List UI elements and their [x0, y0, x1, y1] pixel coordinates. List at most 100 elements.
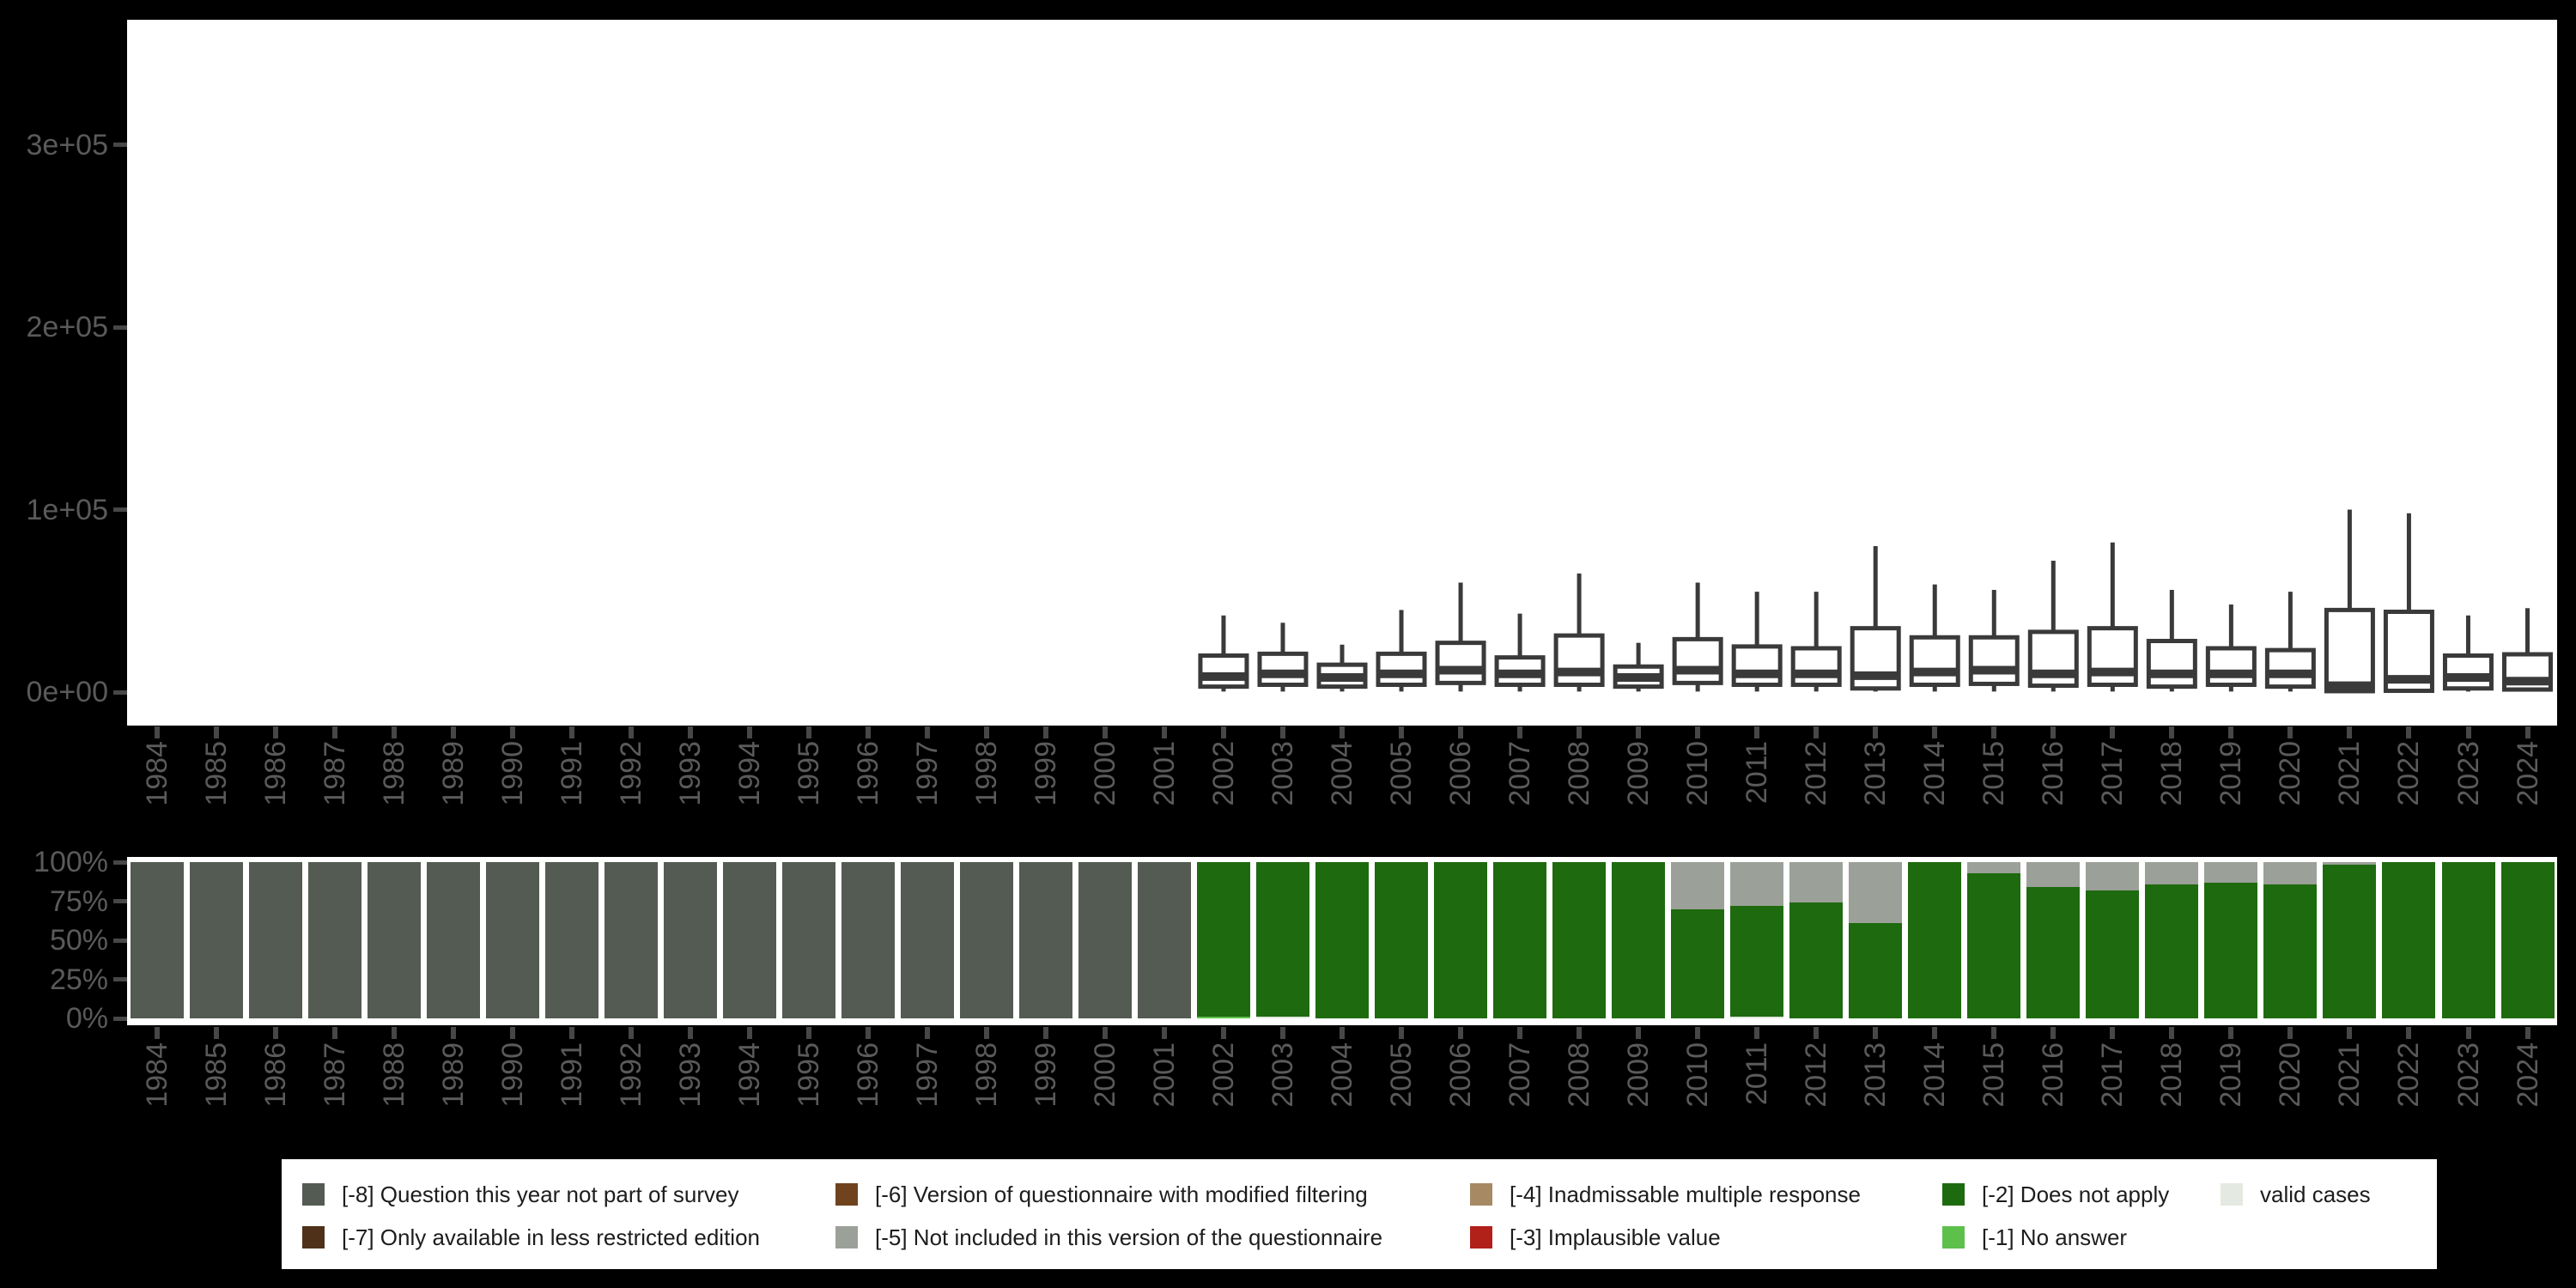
boxplot-2008 [1553, 573, 1605, 692]
x-axis-tick [924, 726, 930, 738]
stacked-bar-2020 [2263, 862, 2318, 1018]
median-line [2267, 669, 2314, 678]
bar-segment--8 [130, 862, 184, 1018]
bar-segment--2 [1730, 906, 1784, 1018]
stacked-bar-2001 [1137, 862, 1191, 1018]
x-axis-tick [1280, 726, 1285, 738]
boxplot-2011 [1731, 592, 1783, 692]
y-axis-tick-label: 2e+05 [26, 311, 109, 343]
x-axis-year-label: 2016 [2037, 741, 2070, 806]
x-axis-tick [2228, 1027, 2234, 1039]
stacked-bar-2010 [1671, 862, 1725, 1018]
box-iqr [1198, 653, 1249, 690]
x-axis-tick [628, 1027, 634, 1039]
x-axis-year-label: 2017 [2096, 1042, 2129, 1108]
x-axis-tick [2347, 726, 2353, 738]
stacked-bar-2000 [1078, 862, 1132, 1018]
bar-segment--2 [2441, 862, 2495, 1018]
x-axis-year-label: 1988 [377, 741, 410, 806]
y-axis-tick [113, 143, 127, 147]
x-axis-year-label: 1990 [495, 741, 529, 806]
x-axis-year-label: 2007 [1504, 1042, 1537, 1108]
x-axis-year-label: 1996 [851, 1042, 884, 1108]
stacked-bar-1988 [367, 862, 421, 1018]
y-axis-tick-label: 100% [33, 846, 108, 878]
x-axis-year-label: 1987 [318, 1042, 351, 1108]
legend-label--4: [-4] Inadmissable multiple response [1510, 1182, 1861, 1207]
x-axis-year-label: 2023 [2451, 1042, 2485, 1108]
bar-segment--8 [248, 862, 302, 1018]
bar-segment--2 [2263, 884, 2318, 1018]
x-axis-year-label: 2011 [1741, 1042, 1774, 1106]
bar-segment--5 [2086, 862, 2140, 890]
x-axis-year-label: 1986 [258, 1042, 292, 1108]
x-axis-year-label: 1984 [140, 741, 173, 806]
stacked-bar-2015 [1967, 862, 2021, 1018]
bar-segment--8 [663, 862, 717, 1018]
boxplot-2007 [1494, 613, 1546, 692]
x-axis-tick [1814, 726, 1820, 738]
legend-label--7: [-7] Only available in less restricted e… [342, 1224, 761, 1250]
y-axis-tick [113, 325, 127, 330]
median-line [2089, 667, 2136, 677]
x-axis-tick [1102, 726, 1108, 738]
x-axis-year-label: 1994 [732, 741, 766, 806]
x-axis-year-label: 2010 [1681, 741, 1715, 806]
x-axis-tick [509, 726, 515, 738]
box-iqr [1790, 646, 1842, 687]
x-axis-tick [2406, 1027, 2412, 1039]
legend-swatch--3 [1470, 1226, 1492, 1249]
bar-segment--8 [900, 862, 954, 1018]
x-axis-year-label: 2019 [2215, 741, 2248, 806]
legend-swatch--2 [1942, 1183, 1965, 1206]
x-axis-year-label: 1997 [910, 741, 944, 806]
legend-swatch--4 [1470, 1183, 1492, 1206]
legend-swatch--1 [1942, 1226, 1965, 1249]
x-axis-tick [2465, 726, 2471, 738]
legend-label--5: [-5] Not included in this version of the… [875, 1224, 1383, 1250]
boxplot-2010 [1672, 582, 1723, 692]
boxplot-2023 [2442, 615, 2494, 692]
x-axis-tick [2287, 1027, 2293, 1039]
legend-label--2: [-2] Does not apply [1982, 1182, 2170, 1207]
bar-segment--2 [1612, 862, 1666, 1018]
bar-segment--8 [426, 862, 480, 1018]
x-axis-year-label: 1999 [1029, 1042, 1062, 1108]
x-axis-tick [2287, 726, 2293, 738]
y-axis-tick [113, 860, 127, 865]
stacked-bar-1987 [307, 862, 361, 1018]
x-axis-tick [1991, 1027, 1997, 1039]
x-axis-year-label: 1986 [258, 741, 292, 806]
x-axis-year-label: 1984 [140, 1042, 173, 1108]
boxplot-2017 [2087, 542, 2138, 692]
legend-label--1: [-1] No answer [1982, 1224, 2128, 1250]
box-iqr [1909, 635, 1960, 687]
x-axis-year-label: 2016 [2037, 1042, 2070, 1108]
median-line [2208, 669, 2255, 678]
bar-segment--8 [1078, 862, 1132, 1018]
x-axis-tick [983, 726, 989, 738]
box-iqr [2442, 653, 2494, 691]
x-axis-tick [1517, 726, 1523, 738]
x-axis-year-label: 2009 [1622, 1042, 1656, 1108]
boxplot-2003 [1257, 623, 1309, 692]
bar-segment--8 [959, 862, 1013, 1018]
x-axis-year-label: 1989 [436, 741, 470, 806]
boxplot-2024 [2501, 608, 2553, 692]
x-axis-tick [1280, 1027, 1285, 1039]
bar-segment--2 [1493, 862, 1547, 1018]
boxplot-2002 [1198, 615, 1249, 692]
box-iqr [1376, 651, 1427, 687]
boxplot-2012 [1790, 592, 1842, 692]
x-axis-tick [2050, 726, 2057, 738]
x-axis-year-label: 2008 [1563, 1042, 1596, 1108]
median-line [1437, 665, 1485, 675]
x-axis-year-label: 2000 [1088, 1042, 1121, 1108]
x-axis-tick [1991, 726, 1997, 738]
box-iqr [1435, 641, 1486, 685]
x-axis-tick [2169, 726, 2175, 738]
x-axis-year-label: 1999 [1029, 741, 1062, 806]
bar-segment--5 [1789, 862, 1844, 903]
x-axis-year-label: 2002 [1207, 1042, 1240, 1108]
bar-segment--8 [722, 862, 776, 1018]
